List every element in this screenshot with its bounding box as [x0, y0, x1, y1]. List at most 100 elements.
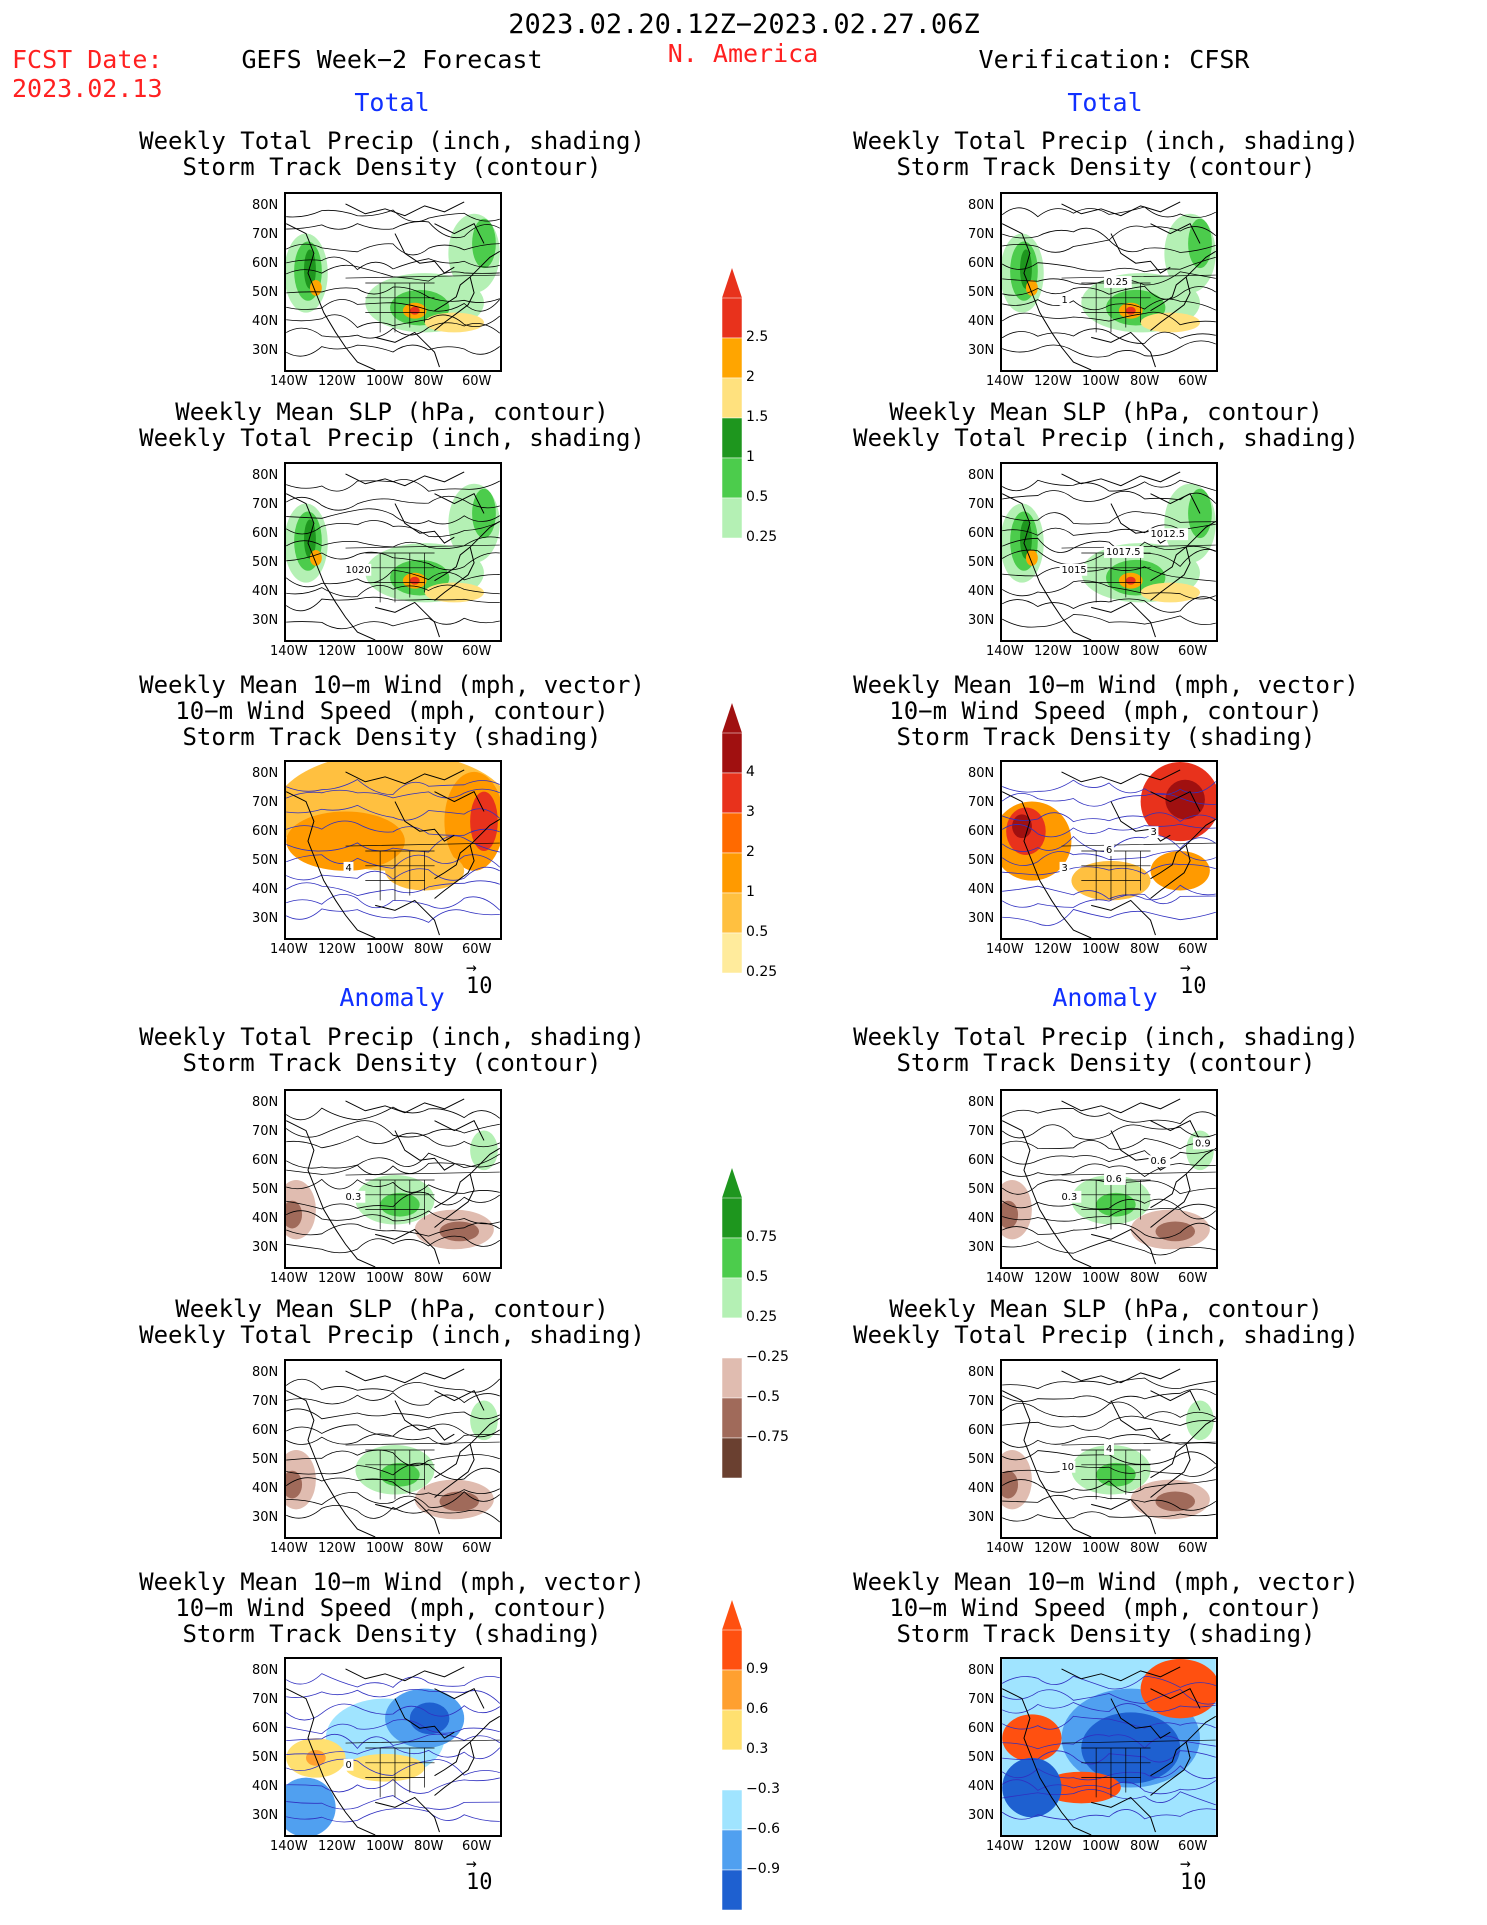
lon-tick-label: 100W — [1082, 1541, 1120, 1556]
lat-tick-label: 30N — [968, 1808, 995, 1823]
svg-text:0.25: 0.25 — [1106, 277, 1128, 288]
map-fcst-precip-storm — [284, 192, 502, 372]
lon-tick-label: 140W — [270, 1839, 308, 1854]
lat-tick-label: 70N — [252, 227, 279, 242]
lon-tick-label: 60W — [1178, 1541, 1208, 1556]
lat-tick-label: 70N — [252, 795, 279, 810]
lon-tick-label: 120W — [1034, 374, 1072, 389]
lon-tick-label: 120W — [1034, 942, 1072, 957]
map-ver-slp-anom: 10 4 — [1000, 1359, 1218, 1539]
lat-tick-label: 60N — [252, 1153, 279, 1168]
lat-tick-label: 50N — [968, 555, 995, 570]
lon-tick-label: 120W — [1034, 1839, 1072, 1854]
verification-title: Verification: CFSR — [978, 45, 1250, 74]
svg-text:0: 0 — [346, 1760, 352, 1771]
lon-tick-label: 100W — [1082, 942, 1120, 957]
title-ver-precip-anom: Weekly Total Precip (inch, shading) Storm… — [853, 1023, 1359, 1077]
title-fcst-precip-anom: Weekly Total Precip (inch, shading) Storm… — [139, 1023, 645, 1077]
lat-tick-label: 40N — [968, 584, 995, 599]
lat-tick-label: 50N — [252, 1750, 279, 1765]
colorbar-label: 0.9 — [746, 1661, 769, 1677]
svg-text:4: 4 — [1106, 1444, 1112, 1455]
colorbar-storm-anomaly — [721, 1600, 743, 1914]
lon-tick-label: 100W — [366, 644, 404, 659]
lat-tick-label: 80N — [252, 1663, 279, 1678]
lon-tick-label: 80W — [414, 644, 444, 659]
colorbar-label: −0.6 — [746, 1821, 780, 1837]
lon-tick-label: 60W — [462, 1271, 492, 1286]
map-fcst-wind-anom: 0 — [284, 1657, 502, 1837]
lat-tick-label: 40N — [252, 584, 279, 599]
lon-tick-label: 100W — [366, 1839, 404, 1854]
lat-tick-label: 40N — [968, 1211, 995, 1226]
lon-tick-label: 140W — [270, 374, 308, 389]
lat-tick-label: 80N — [968, 1365, 995, 1380]
title-fcst-wind-anom: Weekly Mean 10−m Wind (mph, vector) 10−m … — [139, 1568, 645, 1648]
map-fcst-slp-precip: 1020 — [284, 462, 502, 642]
lat-tick-label: 80N — [252, 1365, 279, 1380]
date-range-title: 2023.02.20.12Z−2023.02.27.06Z — [508, 9, 980, 40]
section-total-left: Total — [354, 88, 430, 117]
lat-tick-label: 40N — [968, 1481, 995, 1496]
lon-tick-label: 80W — [1130, 1839, 1160, 1854]
lat-tick-label: 70N — [252, 1394, 279, 1409]
lat-tick-label: 40N — [252, 314, 279, 329]
lon-tick-label: 120W — [318, 1271, 356, 1286]
svg-text:3: 3 — [1151, 827, 1157, 838]
title-ver-wind-anom: Weekly Mean 10−m Wind (mph, vector) 10−m … — [853, 1568, 1359, 1648]
svg-text:0.3: 0.3 — [1062, 1192, 1078, 1203]
svg-text:4: 4 — [346, 863, 352, 874]
lon-tick-label: 60W — [1178, 1839, 1208, 1854]
colorbar-label: 0.25 — [746, 964, 778, 980]
lon-tick-label: 60W — [462, 1541, 492, 1556]
lat-tick-label: 30N — [968, 343, 995, 358]
lat-tick-label: 60N — [252, 526, 279, 541]
map-ver-wind-anom — [1000, 1657, 1218, 1837]
lat-tick-label: 80N — [252, 766, 279, 781]
lat-tick-label: 30N — [252, 1808, 279, 1823]
lat-tick-label: 30N — [968, 911, 995, 926]
title-fcst-precip-storm: Weekly Total Precip (inch, shading) Storm… — [139, 127, 645, 181]
lon-tick-label: 100W — [366, 942, 404, 957]
vector-reference: → 10 — [466, 957, 493, 1000]
svg-text:3: 3 — [1062, 863, 1068, 874]
colorbar-label: 4 — [746, 764, 755, 780]
colorbar-label: 0.75 — [746, 1229, 778, 1245]
lon-tick-label: 140W — [986, 1839, 1024, 1854]
lat-tick-label: 30N — [252, 1510, 279, 1525]
lon-tick-label: 120W — [318, 1839, 356, 1854]
lon-tick-label: 100W — [366, 1271, 404, 1286]
lon-tick-label: 140W — [986, 374, 1024, 389]
lon-tick-label: 80W — [1130, 1271, 1160, 1286]
colorbar-label: 1 — [746, 449, 755, 465]
colorbar-label: 0.5 — [746, 1269, 769, 1285]
lat-tick-label: 30N — [968, 613, 995, 628]
lat-tick-label: 80N — [252, 468, 279, 483]
lon-tick-label: 140W — [270, 1271, 308, 1286]
vector-reference: → 10 — [466, 1853, 493, 1896]
svg-text:1012.5: 1012.5 — [1151, 529, 1186, 540]
lon-tick-label: 100W — [1082, 374, 1120, 389]
lat-tick-label: 50N — [252, 1182, 279, 1197]
lat-tick-label: 80N — [968, 766, 995, 781]
lat-tick-label: 70N — [252, 497, 279, 512]
svg-text:0.6: 0.6 — [1151, 1156, 1167, 1167]
colorbar-storm-total — [721, 703, 743, 977]
lat-tick-label: 40N — [968, 1779, 995, 1794]
lat-tick-label: 50N — [252, 853, 279, 868]
colorbar-label: −0.5 — [746, 1389, 780, 1405]
fcst-date-label: FCST Date: — [12, 45, 163, 74]
lat-tick-label: 40N — [968, 314, 995, 329]
colorbar-label: 0.6 — [746, 1701, 769, 1717]
lon-tick-label: 120W — [318, 1541, 356, 1556]
lon-tick-label: 100W — [1082, 1839, 1120, 1854]
model-title: GEFS Week−2 Forecast — [241, 45, 543, 74]
map-ver-precip-storm: 1 0.25 — [1000, 192, 1218, 372]
title-fcst-wind-storm: Weekly Mean 10−m Wind (mph, vector) 10−m … — [139, 671, 645, 751]
lon-tick-label: 120W — [318, 942, 356, 957]
lon-tick-label: 80W — [1130, 374, 1160, 389]
lat-tick-label: 30N — [252, 613, 279, 628]
lat-tick-label: 30N — [252, 343, 279, 358]
vector-reference: → 10 — [1180, 957, 1207, 1000]
svg-text:1: 1 — [1062, 295, 1068, 306]
